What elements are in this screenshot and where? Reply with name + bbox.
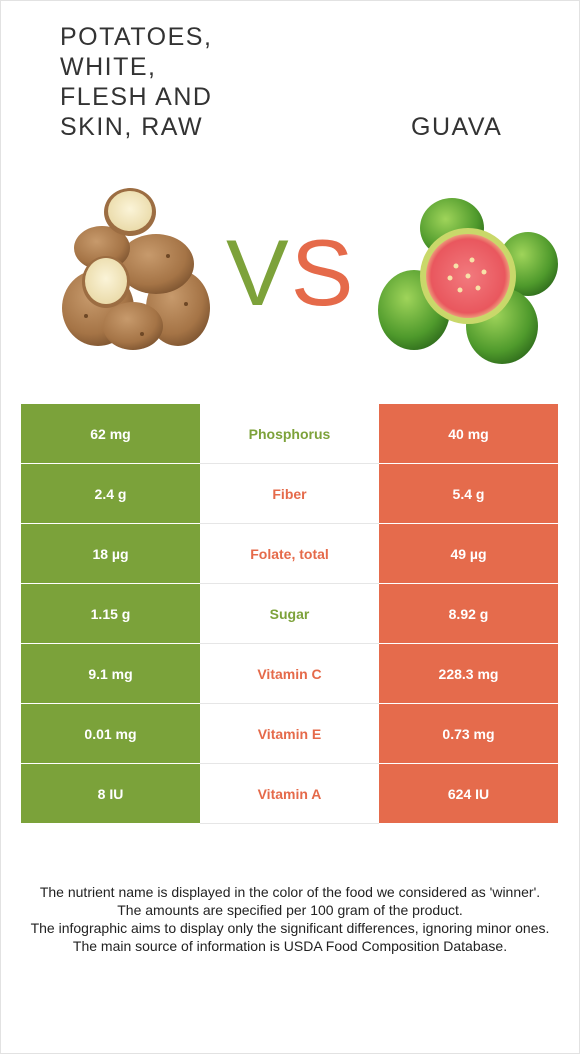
right-food-title: Guava — [411, 113, 503, 141]
vs-v: V — [226, 220, 291, 325]
vs-label: VS — [226, 226, 356, 320]
right-value: 49 µg — [379, 523, 558, 584]
vs-s: S — [290, 220, 356, 325]
nutrient-name: Vitamin A — [200, 763, 379, 824]
comparison-table: 62 mg Phosphorus 40 mg 2.4 g Fiber 5.4 g 18 µg… — [21, 404, 558, 824]
table-row: 18 µg Folate, total 49 µg — [21, 523, 558, 584]
table-row: 2.4 g Fiber 5.4 g — [21, 463, 558, 524]
footer-line-aims: The infographic aims to display only the… — [30, 920, 550, 936]
left-value: 2.4 g — [21, 463, 200, 524]
left-value: 62 mg — [21, 404, 200, 464]
left-value: 8 IU — [21, 763, 200, 824]
right-value: 0.73 mg — [379, 703, 558, 764]
table-row: 62 mg Phosphorus 40 mg — [21, 404, 558, 464]
right-value: 40 mg — [379, 404, 558, 464]
left-value: 1.15 g — [21, 583, 200, 644]
nutrient-name: Folate, total — [200, 523, 379, 584]
right-value: 624 IU — [379, 763, 558, 824]
left-value: 9.1 mg — [21, 643, 200, 704]
footer-line-winner: The nutrient name is displayed in the co… — [39, 884, 541, 900]
left-food-title: Potatoes, white, flesh and skin, raw — [60, 23, 213, 141]
left-value: 18 µg — [21, 523, 200, 584]
right-value: 228.3 mg — [379, 643, 558, 704]
footer-notes: The nutrient name is displayed in the co… — [20, 883, 560, 955]
left-value: 0.01 mg — [21, 703, 200, 764]
footer-line-amounts: The amounts are specified per 100 gram o… — [117, 902, 463, 918]
right-value: 5.4 g — [379, 463, 558, 524]
table-row: 1.15 g Sugar 8.92 g — [21, 583, 558, 644]
footer-line-source: The main source of information is USDA F… — [72, 938, 508, 954]
nutrient-name: Vitamin E — [200, 703, 379, 764]
potatoes-image — [62, 188, 210, 350]
guava-image — [378, 198, 558, 364]
nutrient-name: Phosphorus — [200, 404, 379, 464]
right-value: 8.92 g — [379, 583, 558, 644]
table-row: 9.1 mg Vitamin C 228.3 mg — [21, 643, 558, 704]
table-row: 0.01 mg Vitamin E 0.73 mg — [21, 703, 558, 764]
table-row: 8 IU Vitamin A 624 IU — [21, 763, 558, 824]
nutrient-name: Vitamin C — [200, 643, 379, 704]
nutrient-name: Sugar — [200, 583, 379, 644]
nutrient-name: Fiber — [200, 463, 379, 524]
